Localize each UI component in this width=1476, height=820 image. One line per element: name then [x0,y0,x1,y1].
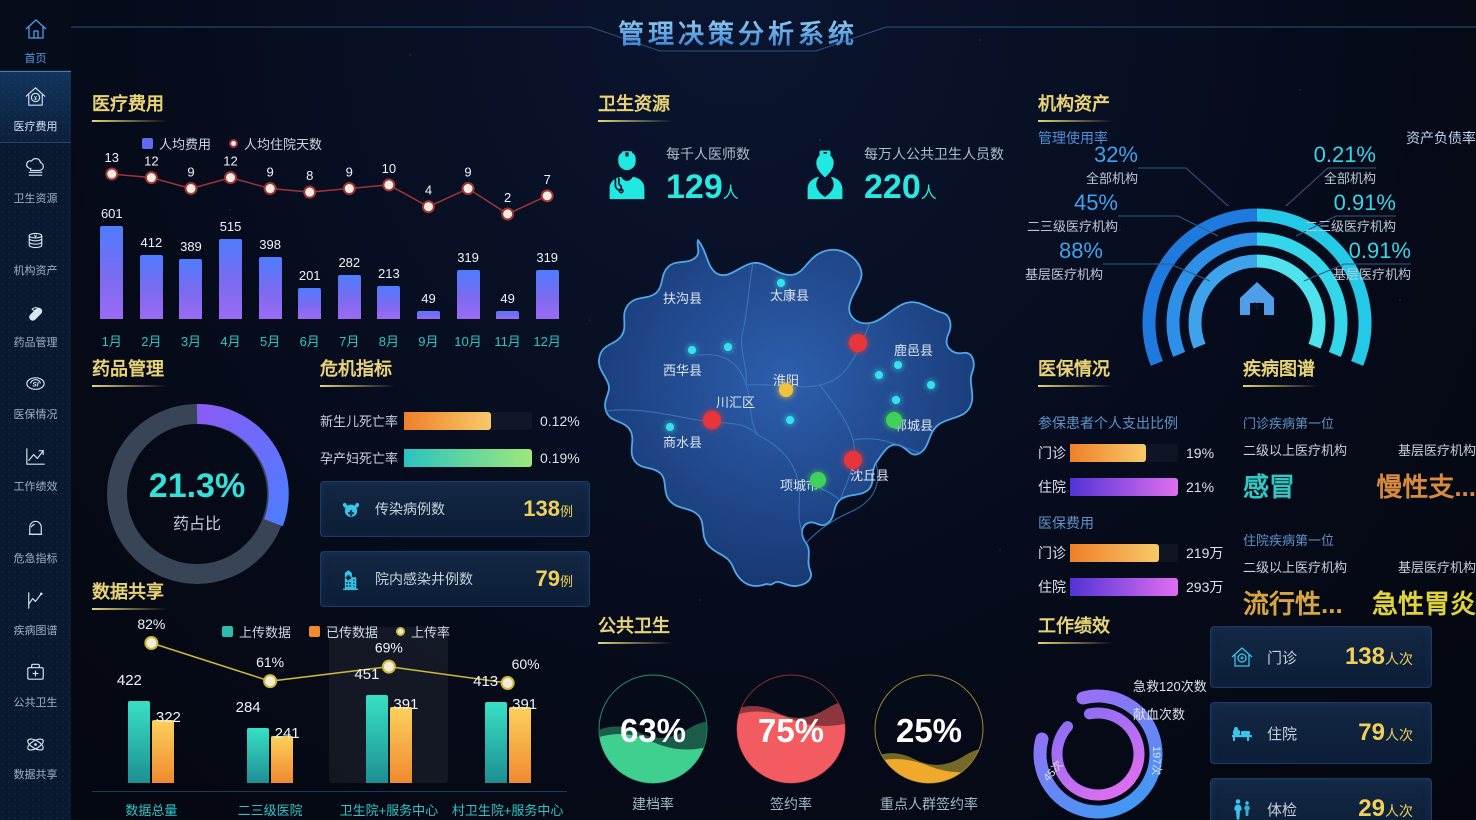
svg-text:75%: 75% [758,712,824,749]
svg-text:全部机构: 全部机构 [1086,171,1138,186]
svg-text:SI: SI [32,381,38,388]
svg-text:9: 9 [267,165,274,180]
svg-text:63%: 63% [620,712,686,749]
svg-text:二三级医疗机构: 二三级医疗机构 [1027,219,1118,234]
svg-text:13: 13 [105,150,119,165]
svg-text:601: 601 [101,206,123,221]
svg-text:8: 8 [306,168,313,183]
svg-text:12: 12 [144,154,158,169]
svg-text:0.21%: 0.21% [1314,142,1376,167]
svg-text:10: 10 [382,161,396,176]
svg-text:川汇区: 川汇区 [716,395,755,410]
svg-text:32%: 32% [1094,142,1138,167]
svg-text:¥: ¥ [34,96,37,102]
svg-text:扶沟县: 扶沟县 [663,291,702,306]
svg-text:9: 9 [187,165,194,180]
svg-text:9: 9 [346,165,353,180]
svg-text:12: 12 [223,154,237,169]
svg-text:197次: 197次 [1150,746,1164,775]
svg-text:2: 2 [504,190,511,205]
svg-text:0.91%: 0.91% [1349,238,1411,263]
svg-text:二三级医疗机构: 二三级医疗机构 [1305,219,1396,234]
svg-text:21.3%: 21.3% [149,467,245,505]
svg-text:0.91%: 0.91% [1334,190,1396,215]
svg-text:全部机构: 全部机构 [1324,171,1376,186]
svg-text:鹿邑县: 鹿邑县 [894,343,933,358]
svg-text:西华县: 西华县 [663,363,702,378]
svg-text:沈丘县: 沈丘县 [850,468,889,483]
svg-text:太康县: 太康县 [770,288,809,303]
svg-text:基层医疗机构: 基层医疗机构 [1025,267,1103,282]
svg-text:82%: 82% [137,616,165,632]
svg-text:商水县: 商水县 [663,435,702,450]
svg-text:25%: 25% [896,712,962,749]
svg-text:9: 9 [464,165,471,180]
svg-text:药占比: 药占比 [173,515,221,533]
svg-text:45%: 45% [1074,190,1118,215]
svg-text:¥: ¥ [34,235,37,241]
svg-text:¥: ¥ [1254,301,1261,313]
svg-text:4: 4 [425,183,432,198]
svg-text:88%: 88% [1059,238,1103,263]
svg-text:基层医疗机构: 基层医疗机构 [1333,267,1411,282]
svg-text:69%: 69% [375,640,403,656]
svg-text:7: 7 [544,172,551,187]
